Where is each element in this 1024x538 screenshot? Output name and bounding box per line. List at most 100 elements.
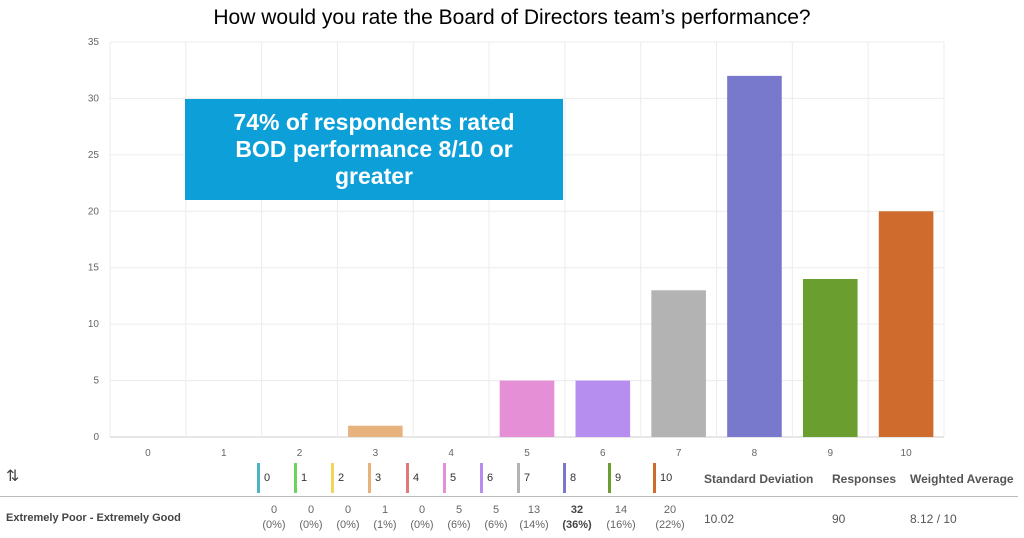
legend-label: 4: [413, 472, 420, 484]
legend-swatch: [480, 463, 483, 493]
x-tick-label: 5: [524, 448, 530, 459]
cell-percent: (14%): [519, 519, 549, 531]
y-tick-label: 10: [88, 319, 100, 330]
legend-label: 1: [301, 472, 308, 484]
legend-swatch: [563, 463, 566, 493]
bar-10[interactable]: [878, 211, 934, 437]
legend-swatch: [294, 463, 297, 493]
legend-label: 2: [338, 472, 345, 484]
legend-label: 5: [450, 472, 457, 484]
cell-count: 0: [418, 504, 426, 516]
legend-label: 3: [375, 472, 382, 484]
x-tick-label: 3: [373, 448, 379, 459]
legend-label: 0: [264, 472, 271, 484]
legend-item-4[interactable]: 4: [406, 463, 419, 493]
legend-item-2[interactable]: 2: [331, 463, 344, 493]
bar-8[interactable]: [727, 75, 782, 437]
cell-count: 0: [344, 504, 352, 516]
y-axis: 0 5 10 15 20 25 30 35: [88, 37, 100, 443]
x-tick-label: 6: [600, 448, 606, 459]
std-dev-value: 10.02: [704, 512, 735, 526]
legend-label: 7: [524, 472, 531, 484]
legend-label: 9: [615, 472, 622, 484]
x-tick-label: 0: [145, 448, 151, 459]
y-tick-label: 35: [88, 37, 100, 48]
y-tick-label: 0: [93, 432, 99, 443]
legend-item-6[interactable]: 6: [480, 463, 493, 493]
y-tick-label: 25: [88, 150, 100, 161]
x-tick-label: 7: [676, 448, 682, 459]
legend-label: 6: [487, 472, 494, 484]
x-tick-label: 2: [297, 448, 303, 459]
table-cell: 20 (22%): [652, 503, 688, 533]
cell-count: 32: [570, 504, 584, 516]
legend-item-7[interactable]: 7: [517, 463, 530, 493]
table-cell: 1 (1%): [367, 503, 403, 533]
weighted-avg-value: 8.12 / 10: [910, 512, 957, 526]
legend-item-3[interactable]: 3: [368, 463, 381, 493]
table-cell: 0 (0%): [404, 503, 440, 533]
cell-count: 0: [307, 504, 315, 516]
cell-count: 5: [492, 504, 500, 516]
table-cell: 0 (0%): [293, 503, 329, 533]
std-dev-header[interactable]: Standard Deviation: [704, 472, 814, 486]
cell-percent: (0%): [336, 519, 360, 531]
bar-6[interactable]: [575, 380, 631, 437]
legend-swatch: [331, 463, 334, 493]
legend-swatch: [257, 463, 260, 493]
legend-label: 10: [660, 472, 673, 484]
y-tick-label: 20: [88, 206, 100, 217]
cell-percent: (0%): [299, 519, 323, 531]
cell-percent: (22%): [655, 519, 685, 531]
cell-percent: (1%): [373, 519, 397, 531]
legend-item-1[interactable]: 1: [294, 463, 307, 493]
x-tick-label: 10: [901, 448, 913, 459]
legend-label: 8: [570, 472, 577, 484]
weighted-avg-header[interactable]: Weighted Average: [910, 472, 1014, 486]
responses-header[interactable]: Responses: [832, 472, 897, 486]
legend-swatch: [653, 463, 656, 493]
x-axis: 0 1 2 3 4 5 6 7 8 9 10: [145, 448, 912, 459]
cell-percent: (36%): [562, 519, 592, 531]
chart-title: How would you rate the Board of Director…: [213, 6, 811, 29]
x-tick-label: 9: [827, 448, 833, 459]
y-tick-label: 30: [88, 93, 100, 104]
legend-item-5[interactable]: 5: [443, 463, 456, 493]
x-tick-label: 4: [448, 448, 454, 459]
legend-item-0[interactable]: 0: [257, 463, 270, 493]
cell-count: 5: [455, 504, 463, 516]
callout-annotation: 74% of respondents rated BOD performance…: [185, 99, 563, 200]
cell-count: 1: [381, 504, 389, 516]
x-tick-label: 1: [221, 448, 227, 459]
bar-5[interactable]: [499, 380, 555, 437]
cell-count: 20: [663, 504, 677, 516]
cell-percent: (6%): [447, 519, 471, 531]
cell-count: 0: [270, 504, 278, 516]
table-divider: [0, 496, 1018, 497]
row-label: Extremely Poor - Extremely Good: [6, 512, 181, 524]
table-cell: 5 (6%): [441, 503, 477, 533]
bar-7[interactable]: [651, 290, 706, 437]
legend-swatch: [406, 463, 409, 493]
swap-arrows-icon[interactable]: ⇅: [6, 468, 20, 485]
legend-swatch: [517, 463, 520, 493]
table-cell: 0 (0%): [256, 503, 292, 533]
table-cell: 0 (0%): [330, 503, 366, 533]
cell-count: 14: [614, 504, 628, 516]
cell-percent: (0%): [410, 519, 434, 531]
legend-item-10[interactable]: 10: [653, 463, 672, 493]
cell-count: 13: [527, 504, 541, 516]
bar-3[interactable]: [348, 425, 403, 437]
legend-item-9[interactable]: 9: [608, 463, 621, 493]
cell-percent: (0%): [262, 519, 286, 531]
legend-swatch: [443, 463, 446, 493]
legend-item-8[interactable]: 8: [563, 463, 576, 493]
table-cell: 13 (14%): [516, 503, 552, 533]
cell-percent: (6%): [484, 519, 508, 531]
legend-swatch: [368, 463, 371, 493]
cell-percent: (16%): [606, 519, 636, 531]
table-cell: 32 (36%): [559, 503, 595, 533]
y-tick-label: 15: [88, 263, 100, 274]
x-tick-label: 8: [752, 448, 758, 459]
bar-9[interactable]: [802, 279, 858, 437]
